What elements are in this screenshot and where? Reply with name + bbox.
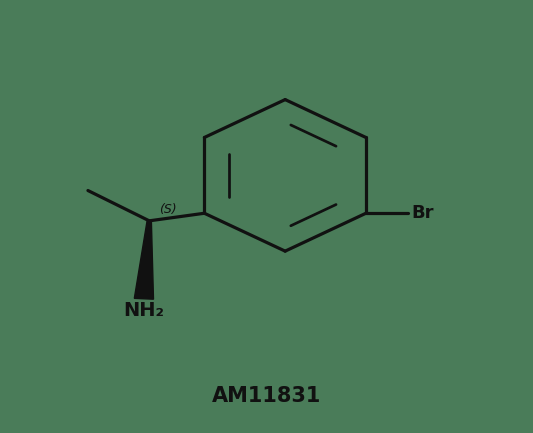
Polygon shape <box>134 221 154 299</box>
Text: Br: Br <box>411 204 434 222</box>
Text: NH₂: NH₂ <box>124 301 164 320</box>
Text: AM11831: AM11831 <box>212 386 321 406</box>
Text: (S): (S) <box>159 204 176 216</box>
